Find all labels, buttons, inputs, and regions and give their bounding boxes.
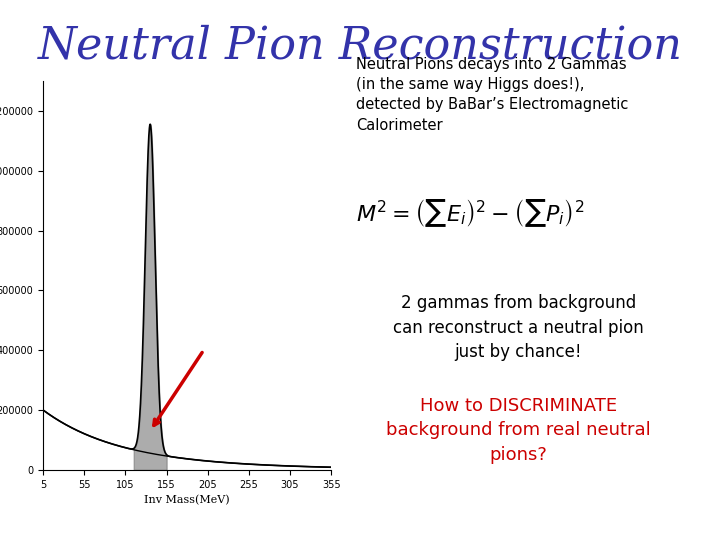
Text: $M^{2} = \left(\sum E_{i}\right)^{2} - \left(\sum P_{i}\right)^{2}$: $M^{2} = \left(\sum E_{i}\right)^{2} - \… bbox=[356, 197, 585, 229]
X-axis label: Inv Mass(MeV): Inv Mass(MeV) bbox=[145, 495, 230, 505]
Text: Neutral Pion Reconstruction: Neutral Pion Reconstruction bbox=[37, 24, 683, 68]
Text: Neutral Pions decays into 2 Gammas
(in the same way Higgs does!),
detected by Ba: Neutral Pions decays into 2 Gammas (in t… bbox=[356, 57, 629, 133]
Text: How to DISCRIMINATE
background from real neutral
pions?: How to DISCRIMINATE background from real… bbox=[386, 397, 651, 463]
Text: 2 gammas from background
can reconstruct a neutral pion
just by chance!: 2 gammas from background can reconstruct… bbox=[393, 294, 644, 361]
